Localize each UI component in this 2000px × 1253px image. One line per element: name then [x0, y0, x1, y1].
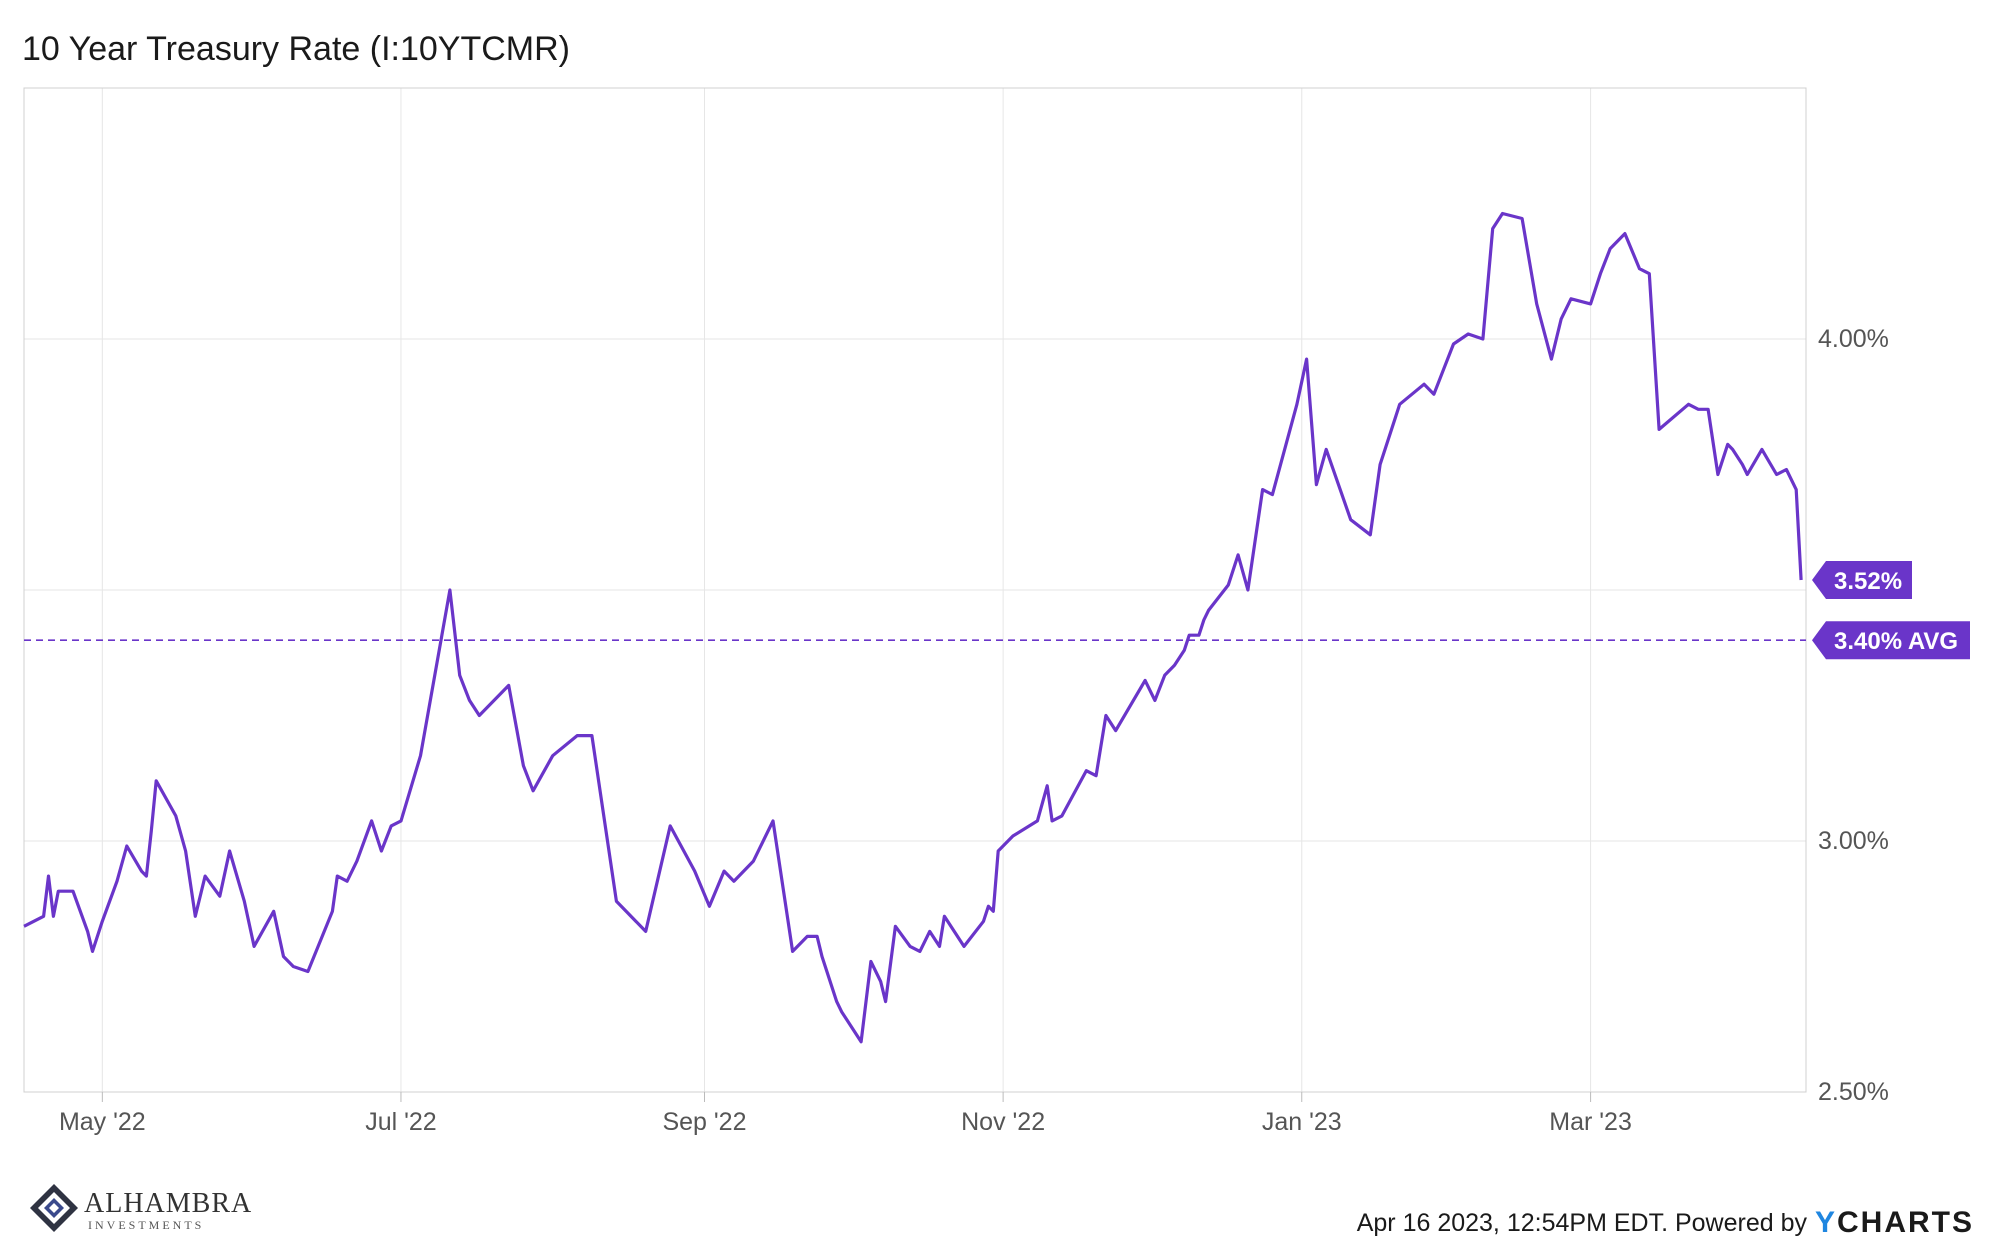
- y-tick-label: 4.00%: [1818, 325, 1889, 353]
- ycharts-logo-rest: CHARTS: [1837, 1206, 1974, 1239]
- average-badge-text: 3.40% AVG: [1834, 628, 1958, 655]
- last-value-badge-background: [1812, 560, 1912, 599]
- grid-layer: [24, 87, 1806, 1093]
- average-badge-background: [1812, 621, 1970, 660]
- plot-frame: [23, 87, 1807, 1093]
- y-tick-label: 2.50%: [1818, 1078, 1889, 1106]
- series-line: [23, 211, 1803, 1044]
- x-tick-label: Sep '22: [662, 1108, 746, 1136]
- y-tick-label: 3.00%: [1818, 827, 1889, 855]
- x-tick-label: Jul '22: [365, 1108, 436, 1136]
- average-badge: 3.40% AVG: [1812, 621, 1970, 660]
- footer-timestamp: Apr 16 2023, 12:54PM EDT. Powered by: [1356, 1208, 1807, 1237]
- ycharts-logo[interactable]: YCHARTS: [1815, 1206, 1974, 1240]
- last-value-badge-text: 3.52%: [1834, 568, 1902, 595]
- alhambra-logo: ALHAMBRA INVESTMENTS: [28, 1180, 268, 1236]
- ycharts-logo-y: Y: [1814, 1206, 1837, 1239]
- x-tick-label: Nov '22: [961, 1108, 1045, 1136]
- chart-title: 10 Year Treasury Rate (I:10YTCMR): [22, 30, 571, 68]
- x-tick-label: May '22: [59, 1108, 146, 1136]
- x-axis: May '22 Jul '22 Sep '22 Nov '22 Jan '23 Mar '…: [59, 1092, 1632, 1136]
- x-tick-label: Mar '23: [1549, 1108, 1632, 1136]
- footer: Apr 16 2023, 12:54PM EDT. Powered by YCH…: [1357, 1206, 1974, 1240]
- logo-name: ALHAMBRA: [84, 1188, 253, 1219]
- x-tick-label: Jan '23: [1262, 1108, 1342, 1136]
- alhambra-diamond-icon: [30, 1184, 78, 1232]
- badge-layer: 3.52% 3.40% AVG: [1812, 560, 1970, 660]
- logo-subtitle: INVESTMENTS: [88, 1218, 205, 1232]
- y-axis: 2.50% 3.00% 4.00%: [1818, 325, 1889, 1106]
- last-value-badge: 3.52%: [1812, 560, 1912, 599]
